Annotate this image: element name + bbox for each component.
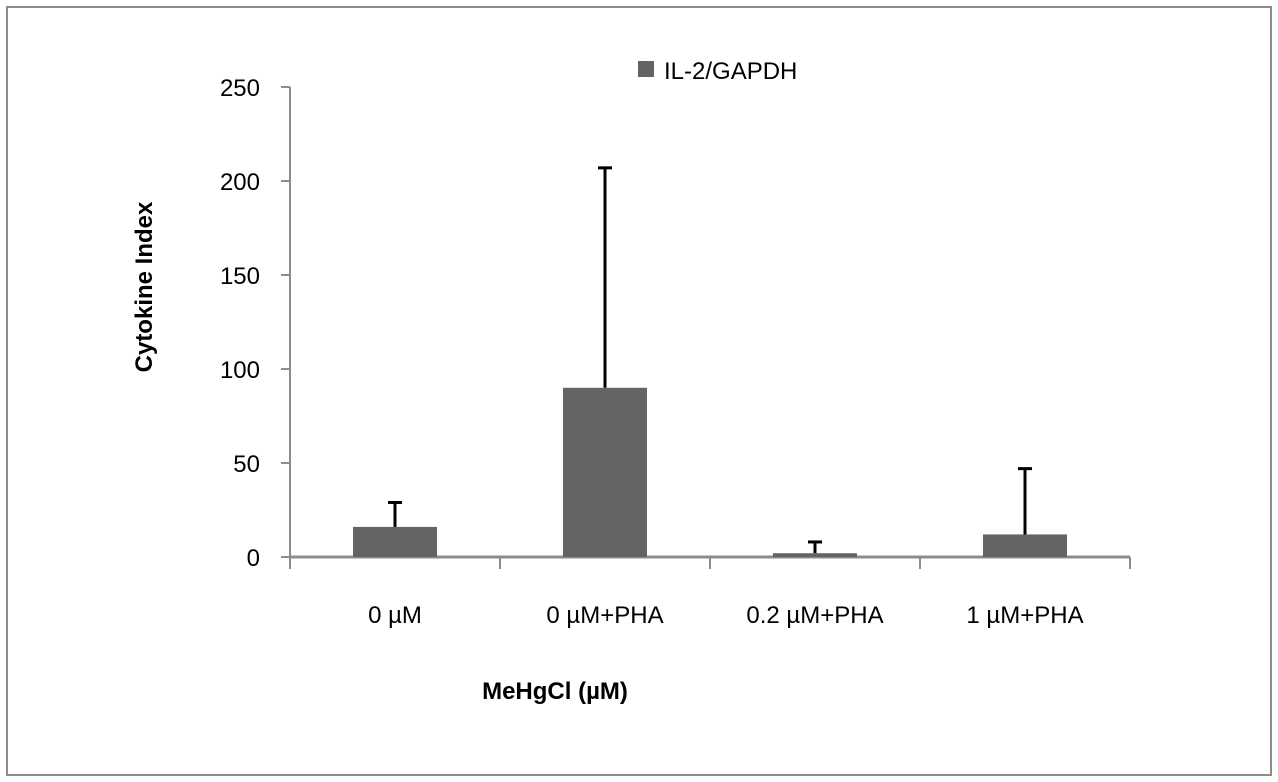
bar (353, 526, 437, 557)
error-bars (388, 166, 1032, 554)
y-tick-label: 250 (220, 75, 260, 102)
x-tick-label: 1 µM+PHA (966, 602, 1083, 629)
legend-swatch (638, 61, 654, 77)
y-tick-label: 50 (233, 451, 260, 478)
y-axis-title: Cytokine Index (131, 201, 158, 372)
y-axis: 0 50 100 150 200 250 (220, 75, 291, 572)
legend-label: IL-2/GAPDH (664, 58, 797, 85)
legend: IL-2/GAPDH (638, 58, 797, 85)
x-tick-label: 0.2 µM+PHA (746, 602, 883, 629)
bar (773, 553, 857, 557)
x-axis-title: MeHgCl (µM) (482, 678, 628, 705)
x-axis: 0 µM 0 µM+PHA 0.2 µM+PHA 1 µM+PHA (289, 555, 1131, 629)
y-tick-label: 100 (220, 357, 260, 384)
x-tick-label: 0 µM+PHA (546, 602, 663, 629)
bars (353, 387, 1067, 557)
y-tick-label: 200 (220, 169, 260, 196)
bar (983, 534, 1067, 557)
bar (563, 387, 647, 557)
x-tick-label: 0 µM (368, 602, 422, 629)
y-tick-label: 150 (220, 263, 260, 290)
y-tick-label: 0 (247, 545, 260, 572)
